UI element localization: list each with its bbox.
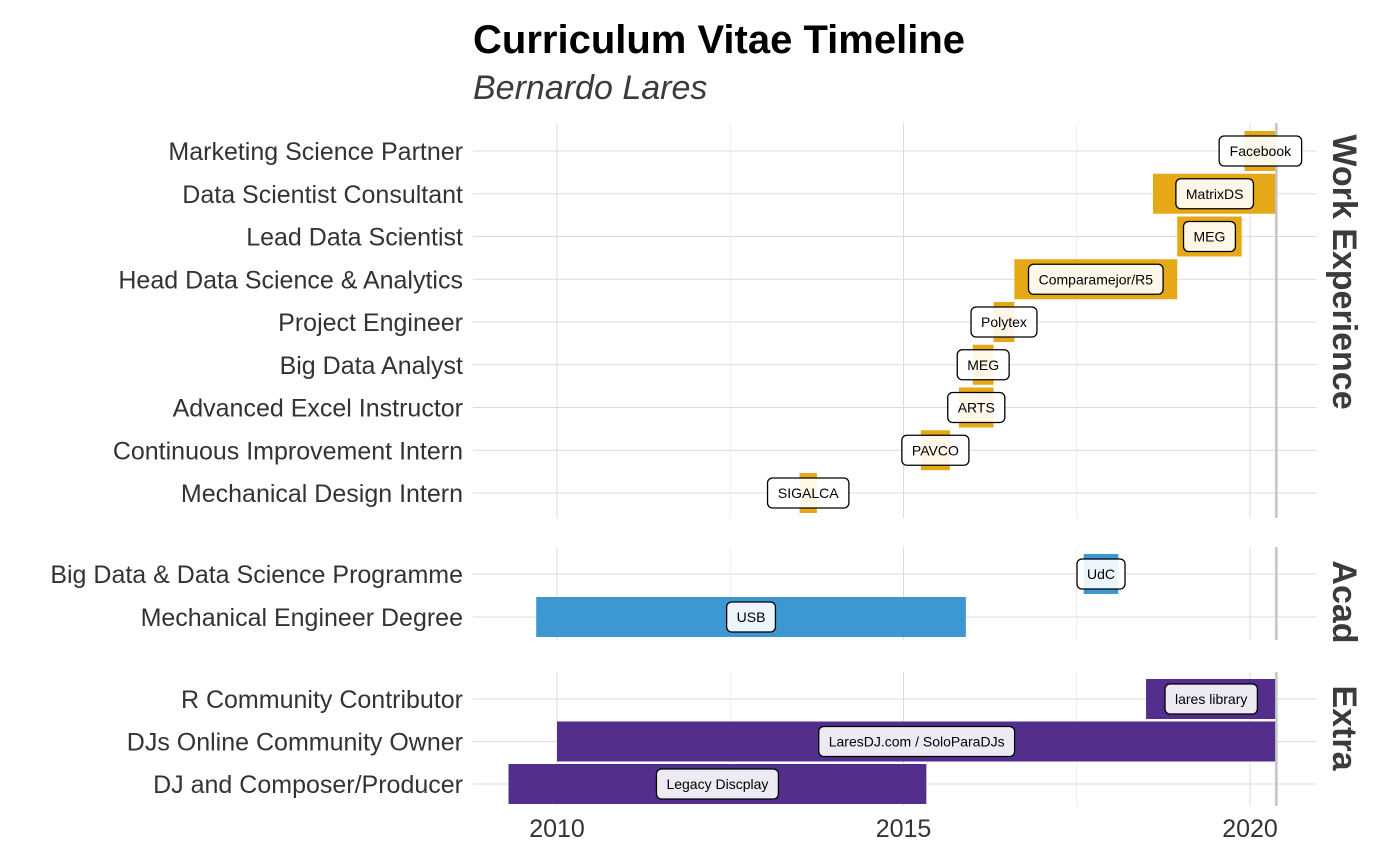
bar-label-meg: MEG	[956, 349, 1010, 381]
label-text: SIGALCA	[778, 485, 839, 501]
bar-label-meg: MEG	[1182, 220, 1237, 253]
y-tick-label: DJ and Composer/Producer	[153, 771, 463, 799]
label-box	[1182, 220, 1237, 253]
y-tick-label: R Community Contributor	[181, 686, 463, 714]
bar-label-polytex: Polytex	[970, 306, 1038, 338]
label-box	[970, 306, 1038, 338]
label-box	[1218, 135, 1303, 167]
label-text: UdC	[1087, 566, 1115, 582]
bar-label-comparamejor-r5: Comparamejor/R5	[1027, 263, 1164, 295]
x-tick-label: 2020	[1222, 815, 1278, 843]
chart-title: Curriculum Vitae Timeline	[473, 18, 965, 62]
label-text: lares library	[1175, 691, 1247, 707]
label-text: LaresDJ.com / SoloParaDJs	[829, 734, 1005, 750]
y-tick-label: Project Engineer	[278, 309, 463, 337]
bar-label-lares-library: lares library	[1164, 683, 1259, 715]
y-tick-label: Big Data & Data Science Programme	[50, 561, 463, 589]
label-box	[1027, 263, 1164, 295]
label-text: MatrixDS	[1186, 186, 1244, 202]
label-text: PAVCO	[912, 442, 959, 458]
bars	[508, 131, 1277, 804]
label-box	[766, 477, 850, 509]
y-tick-label: Big Data Analyst	[280, 352, 463, 380]
y-tick-label: Mechanical Design Intern	[181, 480, 463, 508]
label-text: Facebook	[1230, 143, 1292, 159]
label-box	[947, 391, 1006, 424]
bar-label-legacy-discplay: Legacy Discplay	[655, 768, 780, 800]
bar-label-arts: ARTS	[947, 391, 1006, 424]
label-box	[725, 601, 777, 633]
label-text: ARTS	[958, 400, 995, 416]
label-text: Legacy Discplay	[666, 776, 768, 792]
y-tick-label: Mechanical Engineer Degree	[141, 604, 463, 632]
label-text: MEG	[1194, 229, 1226, 245]
label-box	[1076, 558, 1126, 590]
label-text: USB	[737, 609, 766, 625]
y-tick-label: Advanced Excel Instructor	[173, 395, 463, 423]
bar-label-usb: USB	[725, 601, 777, 633]
panel-strip-extra: Extra	[1325, 685, 1363, 771]
bar-label-laresdj-com-soloparadjs: LaresDJ.com / SoloParaDJs	[818, 725, 1016, 758]
y-tick-label: Data Scientist Consultant	[182, 181, 463, 209]
chart-subtitle: Bernardo Lares	[473, 69, 707, 107]
bar-label-pavco: PAVCO	[901, 434, 970, 466]
label-text: MEG	[967, 357, 999, 373]
y-tick-label: Lead Data Scientist	[246, 224, 463, 252]
label-text: Polytex	[981, 314, 1027, 330]
x-tick-label: 2010	[529, 815, 585, 843]
label-box	[901, 434, 970, 466]
label-box	[956, 349, 1010, 381]
y-tick-label: Continuous Improvement Intern	[113, 437, 463, 465]
label-box	[1164, 683, 1259, 715]
panel-strips: Work Experience Acad Extra	[1325, 134, 1363, 771]
bar-label-udc: UdC	[1076, 558, 1126, 590]
bar-label-sigalca: SIGALCA	[766, 477, 850, 509]
bar-label-facebook: Facebook	[1218, 135, 1303, 167]
x-tick-labels: 2010 2015 2020	[529, 815, 1278, 843]
y-tick-label: Marketing Science Partner	[168, 138, 463, 166]
label-box	[655, 768, 780, 800]
y-tick-labels: Marketing Science Partner Data Scientist …	[50, 138, 463, 799]
bar-labels: Facebook MatrixDS MEG Comparamejor/R5 Polyte…	[655, 135, 1303, 800]
y-tick-label: DJs Online Community Owner	[127, 729, 463, 757]
y-tick-label: Head Data Science & Analytics	[118, 266, 463, 294]
label-text: Comparamejor/R5	[1039, 271, 1154, 287]
x-tick-label: 2015	[876, 815, 932, 843]
panel-strip-acad: Acad	[1325, 560, 1363, 643]
label-box	[1175, 178, 1255, 210]
panel-strip-work-experience: Work Experience	[1325, 134, 1363, 409]
bar-label-matrixds: MatrixDS	[1175, 178, 1255, 210]
label-box	[818, 725, 1016, 758]
